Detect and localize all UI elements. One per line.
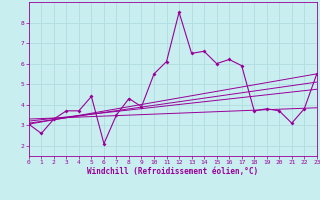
X-axis label: Windchill (Refroidissement éolien,°C): Windchill (Refroidissement éolien,°C) [87, 167, 258, 176]
